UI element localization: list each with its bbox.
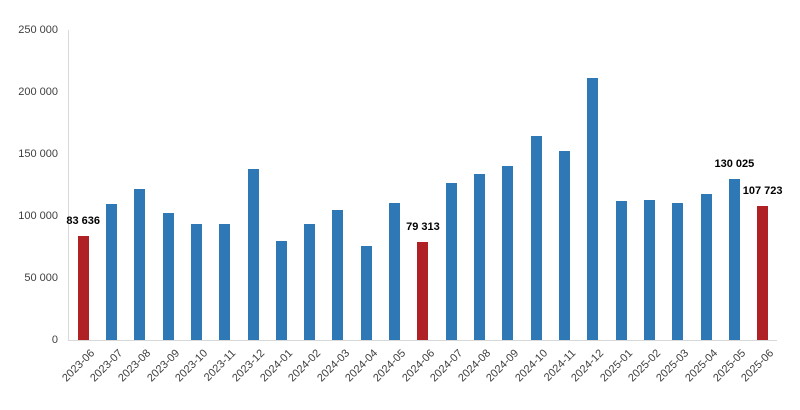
bar-slot-2025-06: 107 723 2025-06 xyxy=(739,30,782,384)
bar-2024-04 xyxy=(360,246,372,340)
bar-slot-2024-03: 2024-03 xyxy=(315,30,352,384)
bar-slot-2024-01: 2024-01 xyxy=(258,30,295,384)
bar-2025-01 xyxy=(615,201,627,340)
bar-2024-07 xyxy=(445,182,457,340)
bar-2024-10 xyxy=(530,135,542,340)
bar-slot-2024-05: 2024-05 xyxy=(371,30,408,384)
bar-slot-2024-06: 79 313 2024-06 xyxy=(400,30,440,384)
bar-2023-10 xyxy=(190,223,202,340)
plot-area: 83 636 2023-06 2023-07 2023-08 2023-09 2023-1… xyxy=(60,30,783,385)
bar-2024-01 xyxy=(275,240,287,340)
bar-2025-06 xyxy=(757,206,769,340)
bar-slot-2024-10: 2024-10 xyxy=(513,30,550,384)
data-label-2024-06: 79 313 xyxy=(406,220,440,233)
y-tick-label: 50 000 xyxy=(24,272,58,284)
bar-2025-04 xyxy=(700,193,712,340)
y-tick-label: 150 000 xyxy=(18,148,58,160)
y-tick-label: 250 000 xyxy=(18,24,58,36)
bar-slot-2024-02: 2024-02 xyxy=(286,30,324,384)
y-tick-label: 200 000 xyxy=(18,86,58,98)
bar-slot-2023-06: 83 636 2023-06 xyxy=(60,30,100,385)
bar-slot-2024-12: 2024-12 xyxy=(570,30,607,384)
bar-slot-2023-12: 2023-12 xyxy=(230,30,267,384)
data-label-2023-06: 83 636 xyxy=(66,215,100,228)
bar-slot-2023-11: 2023-11 xyxy=(202,30,239,384)
data-label-2025-06: 107 723 xyxy=(742,185,783,198)
bar-slot-2024-08: 2024-08 xyxy=(456,30,493,384)
bar-2023-06 xyxy=(77,236,89,340)
bar-2024-11 xyxy=(558,150,570,340)
bar-2023-08 xyxy=(134,189,146,340)
bar-2023-07 xyxy=(105,204,117,340)
bar-2023-12 xyxy=(247,168,259,340)
bar-slot-2025-03: 2025-03 xyxy=(654,30,692,384)
bar-2025-02 xyxy=(643,200,655,340)
bar-slot-2023-08: 2023-08 xyxy=(117,30,154,384)
bar-2023-11 xyxy=(219,223,231,340)
data-label-2025-05: 130 025 xyxy=(714,157,755,170)
bar-slot-2025-02: 2025-02 xyxy=(626,30,663,384)
bar-2024-06 xyxy=(417,241,429,340)
bar-2025-05 xyxy=(728,178,740,340)
bar-2024-02 xyxy=(304,224,316,340)
bar-slot-2024-09: 2024-09 xyxy=(485,30,522,384)
bar-slot-2023-09: 2023-09 xyxy=(145,30,182,384)
bar-2024-09 xyxy=(502,165,514,340)
bar-2024-05 xyxy=(389,203,401,340)
bar-slot-2025-05: 130 025 2025-05 xyxy=(711,30,754,384)
bar-slot-2024-11: 2024-11 xyxy=(542,30,578,384)
bar-2024-08 xyxy=(474,174,486,340)
bar-2025-03 xyxy=(672,202,684,340)
bar-slot-2023-07: 2023-07 xyxy=(88,30,125,384)
bar-slot-2023-10: 2023-10 xyxy=(173,30,210,384)
bar-slot-2025-01: 2025-01 xyxy=(598,30,635,384)
bar-slot-2024-07: 2024-07 xyxy=(428,30,465,384)
bar-slot-2025-04: 2025-04 xyxy=(683,30,720,384)
y-tick-label: 100 000 xyxy=(18,210,58,222)
bar-2024-03 xyxy=(332,209,344,340)
bar-slot-2024-04: 2024-04 xyxy=(343,30,380,384)
y-tick-label: 0 xyxy=(51,334,58,346)
bar-2024-12 xyxy=(587,77,599,340)
bar-2023-09 xyxy=(162,212,174,340)
